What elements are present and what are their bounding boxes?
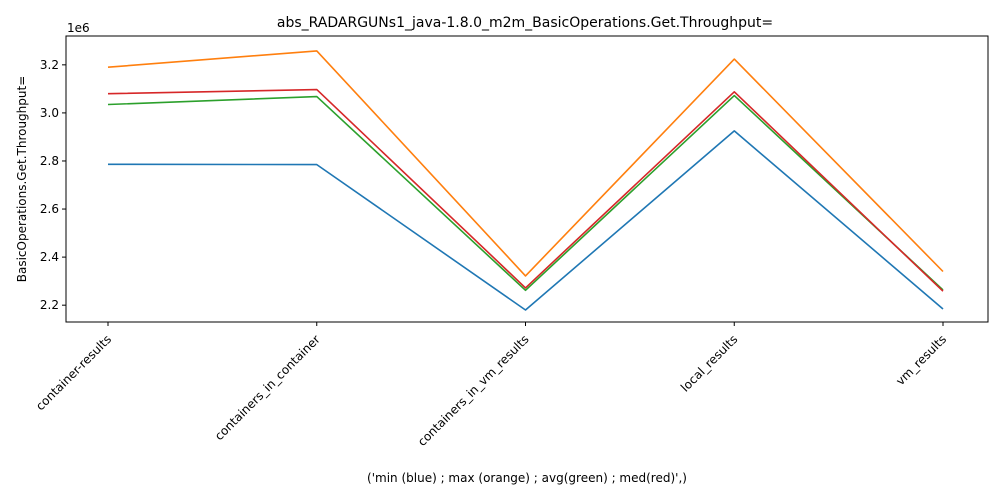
x-tick-label: container-results	[33, 332, 114, 413]
y-axis-title: BasicOperations.Get.Throughput=	[15, 76, 29, 283]
y-tick-label: 3.0	[40, 106, 59, 120]
x-tick-label: containers_in_vm_results	[415, 332, 532, 449]
series-line-2	[107, 50, 944, 277]
y-tick-label: 2.8	[40, 154, 59, 168]
y-axis: 2.2 2.4 2.6 2.8 3.0 3.2	[40, 58, 66, 312]
y-offset-label: 1e6	[67, 21, 90, 35]
x-tick-label: vm_results	[893, 332, 949, 388]
chart-title: abs_RADARGUNs1_java-1.8.0_m2m_BasicOpera…	[277, 15, 773, 31]
x-axis-title: ('min (blue) ; max (orange) ; avg(green)…	[367, 471, 687, 485]
y-tick-label: 3.2	[40, 58, 59, 72]
y-tick-label: 2.2	[40, 298, 59, 312]
x-axis: container-results containers_in_container…	[33, 322, 949, 449]
series-line-3	[107, 94, 944, 292]
plot-area-frame	[65, 35, 989, 323]
x-tick-label: local_results	[678, 332, 740, 394]
x-tick-label: containers_in_container	[212, 332, 323, 443]
series-line-4	[107, 88, 944, 292]
y-tick-label: 2.4	[40, 250, 59, 264]
series-layer	[107, 50, 944, 311]
series-line-1	[107, 130, 944, 311]
y-tick-label: 2.6	[40, 202, 59, 216]
